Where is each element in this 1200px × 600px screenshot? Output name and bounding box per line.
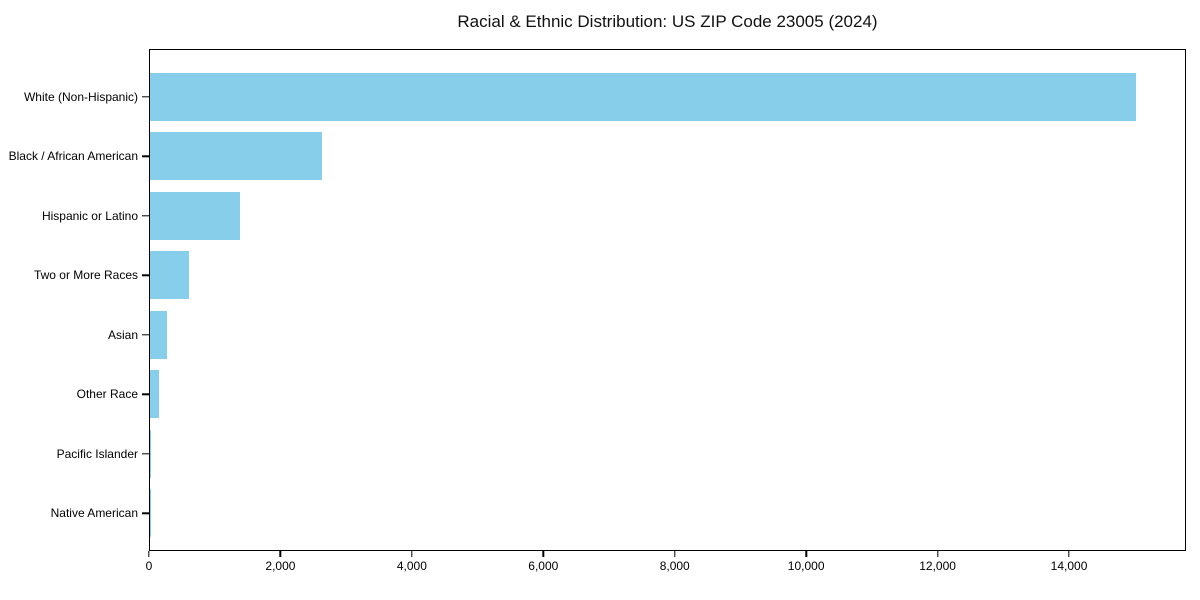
x-tick-label: 8,000 — [659, 559, 690, 573]
bar-rows: White (Non-Hispanic) Black / African Ame… — [9, 50, 1185, 550]
bar-row: Native American — [51, 484, 1185, 544]
y-axis-label: Asian — [107, 327, 138, 342]
x-tick-mark — [805, 551, 807, 557]
bar-row: Asian — [108, 305, 1185, 365]
x-tick-mark — [279, 551, 282, 557]
bar — [150, 191, 240, 240]
bar — [150, 72, 1136, 121]
bar — [150, 370, 159, 419]
x-tick-mark — [936, 551, 939, 557]
x-tick-label: 10,000 — [787, 559, 825, 573]
y-axis-label: Black / African American — [8, 149, 138, 164]
y-axis-label: Native American — [50, 506, 138, 521]
bar-row: Black / African American — [9, 127, 1185, 187]
bar-row: Two or More Races — [34, 246, 1185, 306]
bar — [150, 251, 189, 300]
y-tick-mark — [142, 393, 149, 395]
x-tick-mark — [1068, 551, 1070, 557]
x-tick-label: 12,000 — [919, 559, 956, 573]
y-tick-mark — [142, 512, 149, 514]
y-axis-label: Pacific Islander — [56, 446, 138, 461]
y-tick-mark — [142, 274, 149, 276]
bar — [150, 310, 168, 359]
plot-area: White (Non-Hispanic) Black / African Ame… — [9, 49, 1186, 551]
y-axis-label: Other Race — [76, 387, 138, 402]
x-tick-label: 6,000 — [528, 559, 559, 573]
x-tick-mark — [411, 551, 413, 557]
y-tick-mark — [142, 453, 149, 455]
bar-row: Other Race — [77, 365, 1185, 425]
x-axis: 0 2,000 4,000 6,000 8,000 10,000 12,000 — [145, 551, 1186, 581]
y-tick-mark — [142, 96, 149, 98]
x-tick-mark — [674, 551, 676, 557]
x-tick-mark — [148, 551, 150, 557]
bar-row: Pacific Islander — [57, 424, 1185, 484]
x-tick-label: 4,000 — [396, 559, 427, 573]
y-axis-label: White (Non-Hispanic) — [23, 89, 138, 104]
bar-row: Hispanic or Latino — [42, 186, 1185, 246]
y-tick-mark — [142, 215, 149, 217]
x-tick-label: 0 — [145, 559, 153, 573]
x-tick-label: 14,000 — [1050, 559, 1088, 573]
x-tick-mark — [542, 551, 544, 557]
y-tick-mark — [142, 155, 149, 157]
y-tick-mark — [142, 334, 149, 336]
y-axis-label: Two or More Races — [33, 268, 138, 283]
bar — [150, 132, 322, 181]
bar-row: White (Non-Hispanic) — [24, 67, 1185, 127]
y-axis-label: Hispanic or Latino — [41, 208, 138, 223]
chart-title: Racial & Ethnic Distribution: US ZIP Cod… — [457, 12, 878, 31]
x-tick-label: 2,000 — [265, 559, 296, 573]
